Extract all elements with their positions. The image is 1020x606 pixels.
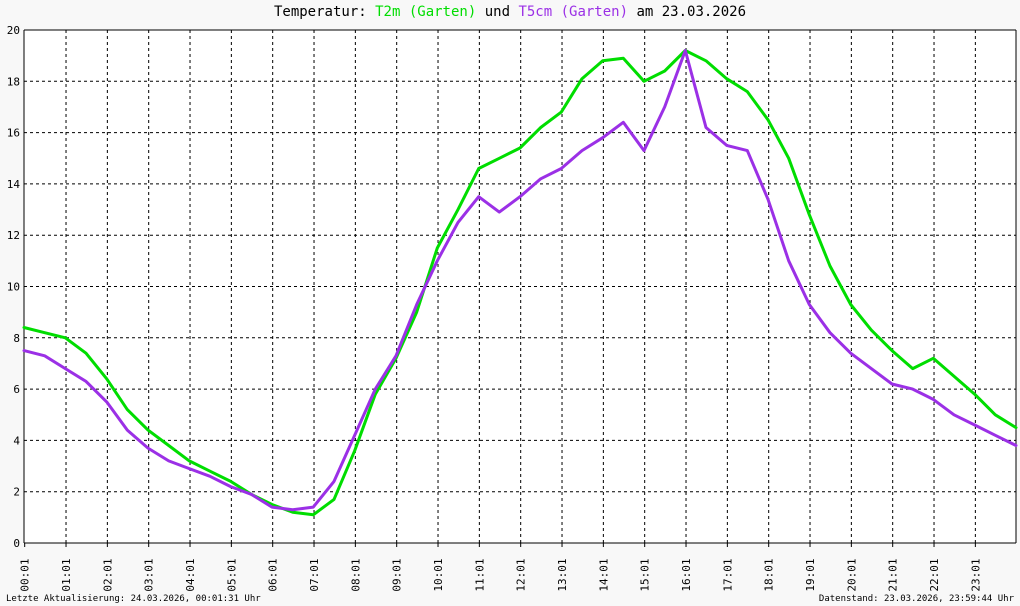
x-tick-label: 07:01 <box>308 558 321 591</box>
y-tick-label: 2 <box>13 486 20 499</box>
x-tick-label: 14:01 <box>597 558 610 591</box>
x-tick-label: 13:01 <box>556 558 569 591</box>
y-tick-label: 10 <box>7 281 20 294</box>
last-update-text: Letzte Aktualisierung: 24.03.2026, 00:01… <box>6 594 261 604</box>
x-tick-label: 16:01 <box>680 558 693 591</box>
title-suffix: am 23.03.2026 <box>628 4 747 20</box>
x-tick-label: 02:01 <box>101 558 114 591</box>
series-line-t2m <box>22 49 1018 517</box>
y-tick-label: 4 <box>13 434 20 447</box>
x-tick-label: 00:01 <box>19 558 32 591</box>
x-tick-label: 04:01 <box>184 558 197 591</box>
x-tick-label: 15:01 <box>639 558 652 591</box>
series-line-t5cm <box>22 49 1018 512</box>
x-tick-label: 17:01 <box>721 558 734 591</box>
x-tick-label: 03:01 <box>143 558 156 591</box>
chart-title: Temperatur: T2m (Garten) und T5cm (Garte… <box>0 4 1020 20</box>
x-tick-label: 10:01 <box>432 558 445 591</box>
title-prefix: Temperatur: <box>273 4 376 20</box>
y-tick-label: 18 <box>7 75 20 88</box>
y-tick-label: 6 <box>13 383 20 396</box>
x-tick-label: 20:01 <box>845 558 858 591</box>
y-tick-label: 20 <box>7 24 20 37</box>
x-tick-label: 19:01 <box>804 558 817 591</box>
x-tick-label: 22:01 <box>928 558 941 591</box>
title-mid: und <box>476 4 519 20</box>
title-series-t2m: T2m (Garten) <box>375 4 477 20</box>
x-tick-label: 21:01 <box>887 558 900 591</box>
x-tick-label: 06:01 <box>267 558 280 591</box>
title-series-t5cm: T5cm (Garten) <box>518 4 629 20</box>
x-tick-label: 23:01 <box>969 558 982 591</box>
x-tick-label: 09:01 <box>391 558 404 591</box>
x-tick-label: 11:01 <box>473 558 486 591</box>
y-tick-label: 8 <box>13 332 20 345</box>
x-tick-label: 12:01 <box>515 558 528 591</box>
y-tick-label: 12 <box>7 229 20 242</box>
x-tick-label: 08:01 <box>349 558 362 591</box>
y-tick-label: 14 <box>7 178 21 191</box>
x-tick-label: 18:01 <box>763 558 776 591</box>
plot-area <box>24 30 1016 543</box>
y-tick-label: 16 <box>7 127 20 140</box>
y-tick-label: 0 <box>13 537 20 550</box>
x-tick-label: 01:01 <box>60 558 73 591</box>
data-status-text: Datenstand: 23.03.2026, 23:59:44 Uhr <box>818 594 1014 604</box>
x-tick-label: 05:01 <box>225 558 238 591</box>
